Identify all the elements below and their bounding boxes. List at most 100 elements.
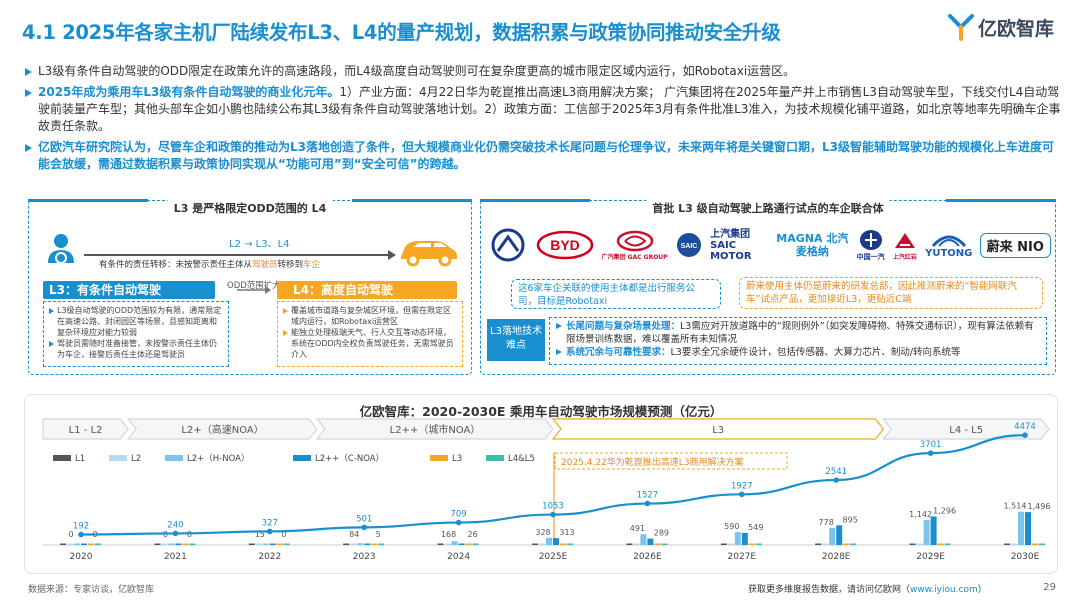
bullet-commercial-highlight: 2025年成为乘用车L3级有条件自动驾驶的商业化元年。 [38,85,340,99]
stage-label: L3 [712,425,724,436]
bar-value-label: 778 [819,518,834,527]
footer-url[interactable]: www.iyiou.com [910,585,978,595]
brand-changan: 长安 [487,228,529,262]
legend-label: L2 [131,454,141,464]
x-tick-label: 2030E [1011,552,1040,562]
bar [458,543,465,545]
bar [175,543,182,545]
bar [815,543,822,545]
responsibility-text: 有条件的责任转移：未按警示责任主体从驾驶员转移到车企 [99,258,320,270]
bar [60,543,66,545]
svg-text:BYD: BYD [550,237,580,253]
bar [553,538,559,545]
bar [626,543,633,545]
bar-value-label: 0 [281,530,286,539]
brand-magna: MAGNA 北汽麦格纳 [776,232,849,258]
bar [378,543,385,545]
x-tick-label: 2021 [164,552,187,562]
bar [923,519,930,545]
page-title: 4.1 2025年各家主机厂陆续发布L3、L4的量产规划，数据积累与政策协同推动… [22,21,781,44]
bar [1004,543,1010,545]
bar [371,543,378,545]
bar [262,543,269,545]
stage-label: L1 - L2 [69,425,103,436]
bar [451,541,458,545]
bar-value-label: 549 [748,523,763,532]
total-value-label: 2541 [825,467,847,477]
l3-l4-comparison-box: L3 是严格限定ODD范围的 L4 L2 → L3、L4 有条件的责任转移：未按… [28,199,472,375]
total-point [644,500,651,507]
x-tick-label: 2029E [916,552,945,562]
bar-value-label: 491 [630,524,645,533]
bar-value-label: 328 [535,528,550,537]
x-tick-label: 2027E [728,552,757,562]
bar [283,543,290,545]
bar [661,543,668,545]
total-value-label: 709 [450,510,466,520]
saic-logo-icon: SAIC [676,233,701,257]
bar [1018,511,1024,545]
bar [248,543,255,545]
summary-bullets: L3级有条件自动驾驶的ODD限定在政策允许的高速路段，而L4级高度自动驾驶则可在… [24,63,1064,177]
bar [829,527,836,545]
bar [1025,512,1031,545]
title-bar-right [352,199,472,202]
total-point [739,491,745,498]
total-value-label: 4474 [1014,422,1036,432]
consortium-box-title: 首批 L3 级自动驾驶上路通行试点的车企联合体 [646,200,890,216]
x-tick-label: 2025E [539,552,568,562]
bar [944,543,951,545]
total-value-label: 192 [73,522,89,532]
bar [916,543,923,545]
brand-gac: 广汽集团 GAC GROUP [602,230,668,261]
l4-desc-item: 能独立处理极端天气、行人交互等动态环境，系统在ODD内全权负责驾驶任务，无需驾驶… [282,327,458,360]
bar [546,537,552,545]
stage-label: L2++（城市NOA） [390,423,481,436]
x-tick-label: 2028E [822,552,851,562]
bar [727,543,734,545]
svg-text:SAIC: SAIC [680,243,697,250]
bar-value-label: 26 [468,530,478,539]
stage-band [551,418,885,440]
bar-value-label: 84 [349,530,359,539]
brand-nio: 蔚来 NIO [979,232,1051,258]
legend-swatch [293,455,311,461]
legend-label: L3 [452,454,462,464]
bar [67,543,73,545]
bar-value-label: 0 [187,530,192,539]
changan-logo-icon [491,228,525,262]
bullet-odd: L3级有条件自动驾驶的ODD限定在政策允许的高速路段，而L4级高度自动驾驶则可在… [24,63,1064,80]
total-value-label: 1527 [637,491,659,501]
bar [444,543,451,545]
bar [74,543,80,545]
bar [95,543,101,545]
legend-swatch [486,455,504,461]
legend-swatch [53,455,71,461]
stage-band [42,418,129,440]
total-point [267,528,273,535]
total-point [78,531,84,538]
logo: 亿欧智库 [947,13,1054,41]
annotation-box [554,452,788,470]
bar [276,543,283,545]
legend-swatch [430,455,448,461]
bar [350,543,357,545]
total-value-label: 240 [167,520,183,530]
bar [88,543,94,545]
page-number: 29 [1043,582,1056,593]
gac-logo-icon [616,230,653,251]
brand-hongyan: 上汽红岩 [892,230,918,261]
total-value-label: 501 [356,514,372,524]
bar [255,543,262,545]
bar [539,543,545,545]
total-value-label: 1053 [542,502,564,512]
bar-value-label: 1,142 [909,510,932,519]
legend-label: L2+（H-NOA） [187,453,249,464]
bar [850,543,857,545]
x-tick-label: 2026E [633,552,662,562]
byd-logo-icon: BYD [537,230,594,260]
bar [633,543,640,545]
total-value-label: 3701 [920,440,942,450]
data-source: 数据来源：专家访谈，亿欧智库 [28,585,155,595]
l3-desc-item: L3级自动驾驶的ODD范围较为有限，通常限定在高速公路、封闭园区等场景，且感知距… [48,305,224,338]
